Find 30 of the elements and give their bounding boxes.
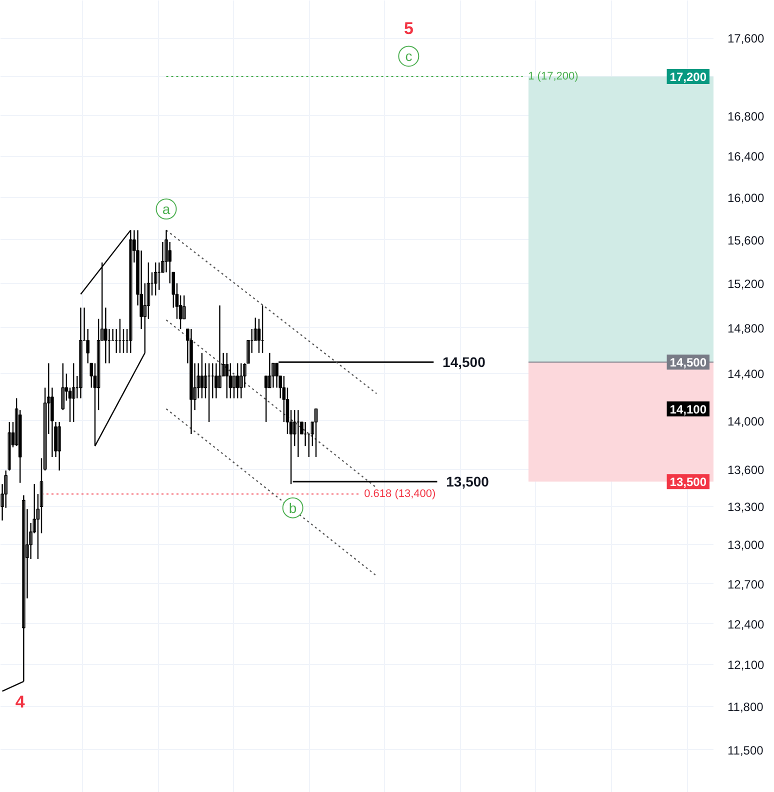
y-tick-label: 13,000	[728, 538, 765, 552]
y-tick-label: 16,800	[728, 109, 765, 124]
y-tick-label: 11,500	[728, 743, 764, 758]
annotation: c	[405, 48, 412, 64]
y-tick-label: 14,800	[728, 321, 765, 336]
ref-line-label: 14,500	[442, 354, 486, 370]
annotation: a	[162, 201, 170, 218]
y-tick-label: 13,300	[728, 500, 765, 514]
ref-line-label: 1 (17,200)	[528, 70, 578, 83]
y-tick-label: 12,700	[728, 577, 765, 592]
annotation: 5	[404, 19, 414, 38]
y-tick-label: 15,600	[728, 233, 765, 248]
y-tick-label: 15,200	[728, 276, 765, 291]
y-tick-label: 16,400	[728, 150, 765, 164]
annotation: 14,100	[670, 402, 707, 416]
y-tick-label: 14,000	[728, 414, 765, 428]
y-tick-label: 14,400	[728, 367, 765, 382]
ref-line-label: 13,500	[446, 474, 490, 490]
annotation: 4	[15, 692, 26, 712]
band-label: 13,500	[670, 475, 707, 490]
annotation: 14,500	[670, 356, 707, 370]
band-label: 17,200	[670, 70, 707, 84]
ref-line-label: 0.618 (13,400)	[364, 488, 436, 500]
y-tick-label: 13,600	[728, 462, 765, 477]
y-tick-label: 12,400	[728, 617, 765, 632]
annotation: b	[288, 500, 297, 516]
y-tick-label: 12,100	[728, 658, 765, 672]
y-tick-label: 17,600	[728, 32, 765, 46]
y-tick-label: 11,800	[728, 700, 764, 714]
y-tick-label: 16,000	[728, 190, 765, 205]
